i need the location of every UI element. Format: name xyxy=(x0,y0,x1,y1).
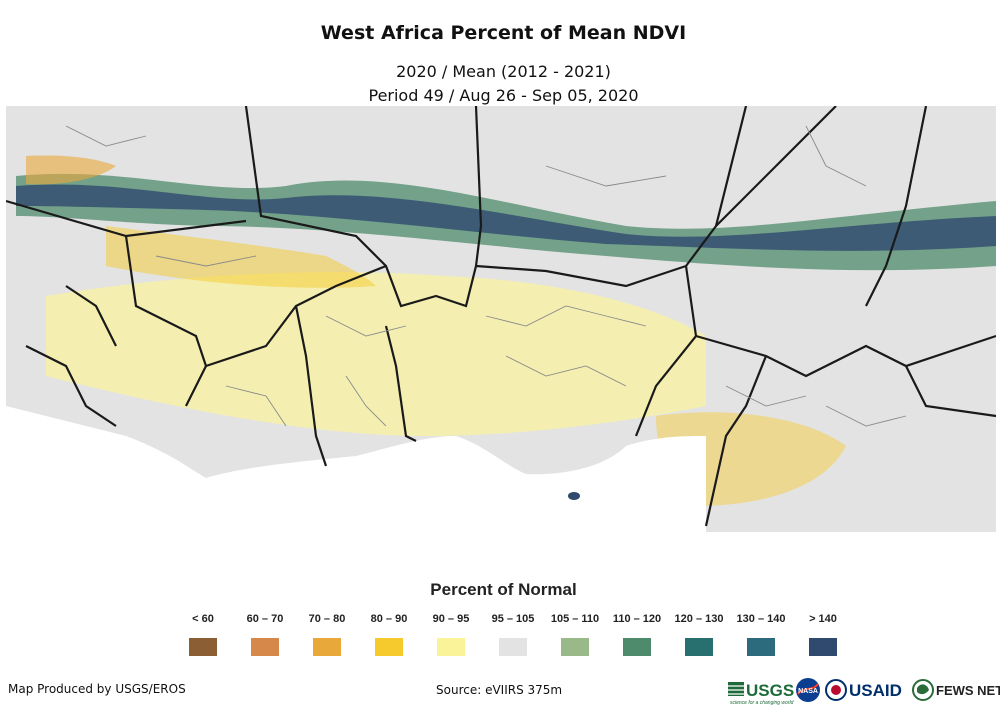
legend-item: > 140 xyxy=(792,610,854,656)
usaid-logo-text: USAID xyxy=(849,681,902,700)
map-canvas xyxy=(6,106,996,532)
usaid-logo: USAID xyxy=(825,679,902,701)
nasa-logo: NASA xyxy=(796,678,820,702)
legend-item-swatch xyxy=(561,638,589,656)
legend-item: 60 – 70 xyxy=(234,610,296,656)
ndvi-map[interactable] xyxy=(6,106,996,532)
legend-item-label: 80 – 90 xyxy=(370,613,408,625)
map-subtitle-period: Period 49 / Aug 26 - Sep 05, 2020 xyxy=(368,86,639,105)
dry-patch-north xyxy=(106,226,376,288)
legend-item: 80 – 90 xyxy=(358,610,420,656)
legend-item: < 60 xyxy=(172,610,234,656)
legend-item-swatch xyxy=(313,638,341,656)
legend-item: 95 – 105 xyxy=(482,610,544,656)
legend-item-swatch xyxy=(809,638,837,656)
produced-by-credit: Map Produced by USGS/EROS xyxy=(8,682,186,696)
legend-item-swatch xyxy=(189,638,217,656)
legend-item-label: < 60 xyxy=(192,613,214,625)
map-title: West Africa Percent of Mean NDVI xyxy=(320,22,687,44)
nasa-logo-text: NASA xyxy=(798,688,818,695)
legend-item-label: 95 – 105 xyxy=(491,613,535,625)
fews-net-logo-text: FEWS NET xyxy=(936,683,1000,698)
legend-item: 105 – 110 xyxy=(544,610,606,656)
legend-item-swatch xyxy=(685,638,713,656)
legend-item: 90 – 95 xyxy=(420,610,482,656)
legend-item-label: 120 – 130 xyxy=(674,613,724,625)
legend-item-label: 60 – 70 xyxy=(246,613,284,625)
gulf-of-guinea xyxy=(6,406,706,532)
legend-item: 120 – 130 xyxy=(668,610,730,656)
legend-item-swatch xyxy=(499,638,527,656)
legend-item-label: > 140 xyxy=(809,613,837,625)
source-credit: Source: eVIIRS 375m xyxy=(436,683,563,697)
legend-item-swatch xyxy=(747,638,775,656)
map-subtitle-years: 2020 / Mean (2012 - 2021) xyxy=(396,62,611,81)
legend-item-label: 110 – 120 xyxy=(612,613,662,625)
legend-item-label: 90 – 95 xyxy=(432,613,470,625)
legend-item: 110 – 120 xyxy=(606,610,668,656)
legend-item-label: 105 – 110 xyxy=(550,613,600,625)
logo-strip: USGS science for a changing world NASA U… xyxy=(728,676,1003,706)
fews-net-logo: FEWS NET xyxy=(912,679,1003,701)
dry-patch-northwest xyxy=(26,155,116,185)
legend-item-label: 130 – 140 xyxy=(736,613,786,625)
legend-item-swatch xyxy=(437,638,465,656)
legend: < 60 60 – 70 70 – 80 80 – 90 90 – 95 95 – 105… xyxy=(172,610,842,660)
legend-item: 130 – 140 xyxy=(730,610,792,656)
dry-zone xyxy=(46,272,706,436)
usgs-logo: USGS science for a changing world xyxy=(728,681,794,706)
legend-item-swatch xyxy=(375,638,403,656)
country-borders xyxy=(6,106,996,527)
admin-borders xyxy=(65,125,907,427)
legend-item: 70 – 80 xyxy=(296,610,358,656)
legend-item-label: 70 – 80 xyxy=(308,613,346,625)
usgs-tagline: science for a changing world xyxy=(730,700,794,706)
legend-item-swatch xyxy=(623,638,651,656)
bioko-island xyxy=(568,492,580,500)
very-wet-belt xyxy=(16,184,996,251)
legend-title: Percent of Normal xyxy=(430,580,577,599)
legend-item-swatch xyxy=(251,638,279,656)
logos-svg: USGS science for a changing world NASA U… xyxy=(728,678,1003,706)
usgs-logo-text: USGS xyxy=(746,681,794,700)
